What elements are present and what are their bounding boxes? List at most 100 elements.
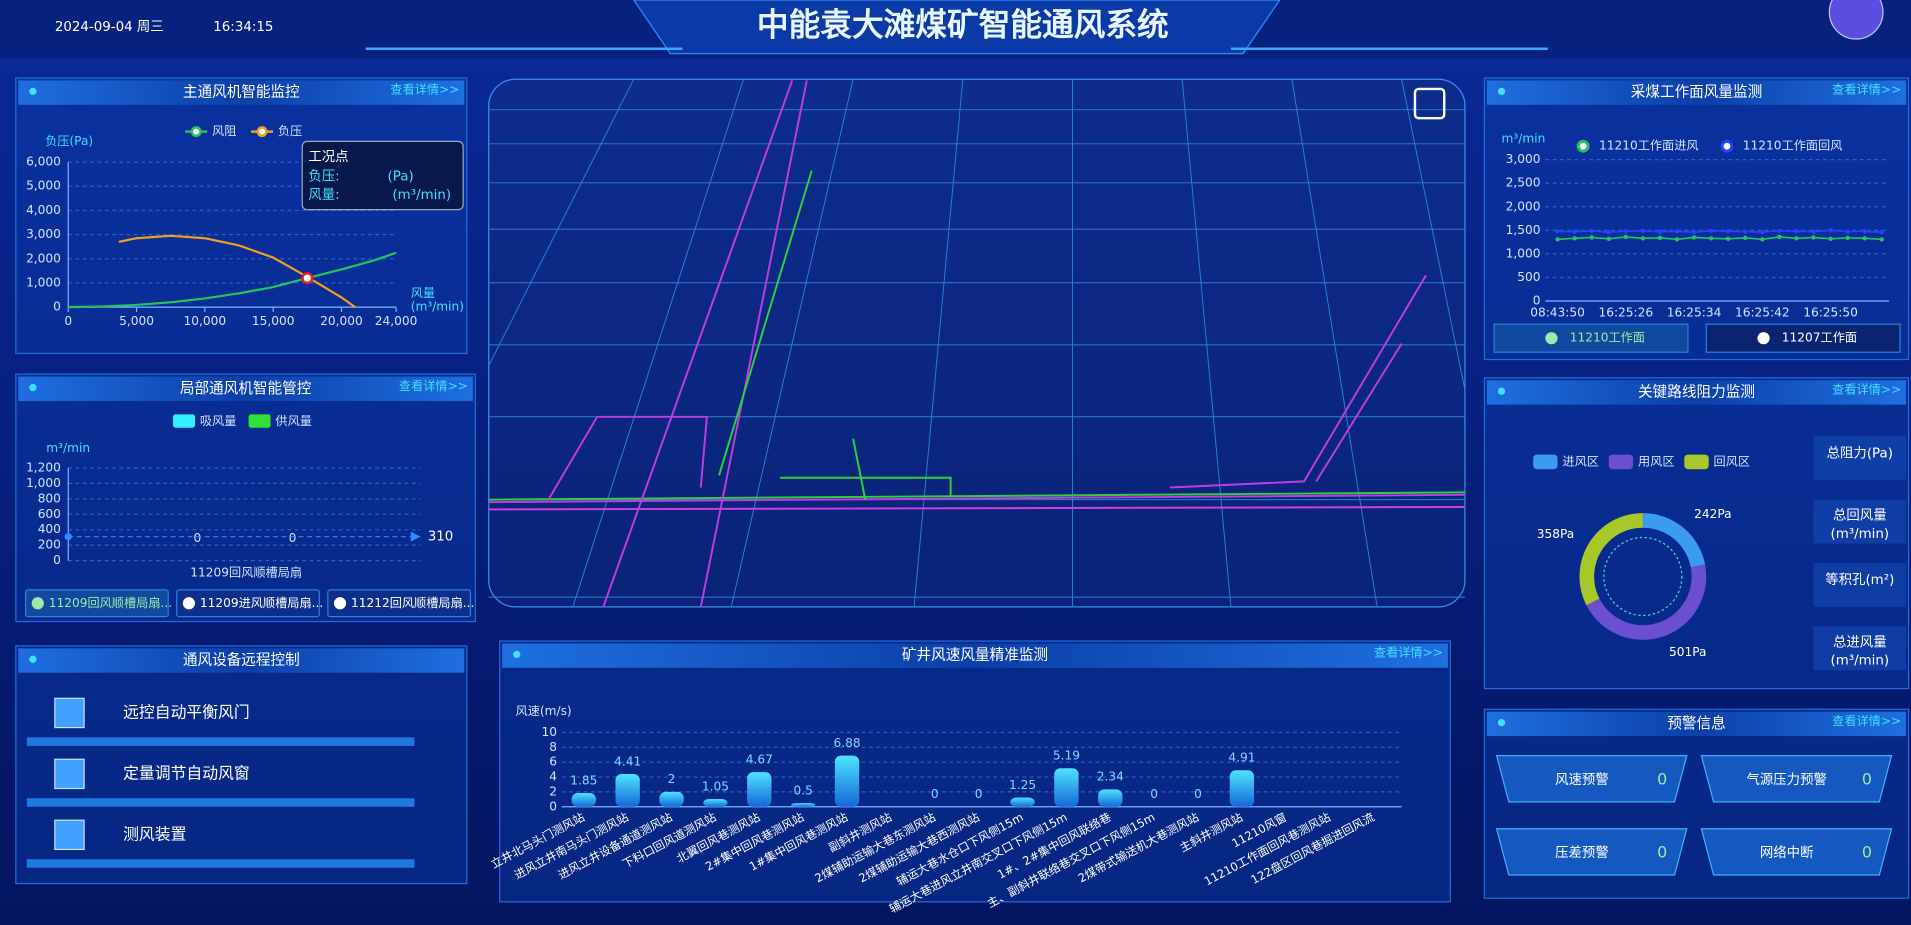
donut-slice — [1586, 564, 1707, 640]
warning-card[interactable] — [1700, 754, 1893, 803]
legend-marker — [256, 126, 268, 138]
tab[interactable] — [24, 589, 169, 618]
bar — [834, 755, 860, 807]
title-plate — [633, 0, 1281, 55]
more-link[interactable]: 查看详情>> — [390, 82, 459, 97]
assistant-avatar[interactable] — [1828, 0, 1884, 40]
slice-label: 358Pa — [1537, 527, 1574, 541]
point — [1657, 235, 1663, 241]
mark-line-label: 310 — [428, 530, 454, 545]
panel-dot — [29, 383, 37, 392]
tooltip-label: 风量: — [308, 187, 339, 203]
mine-3d-view[interactable] — [488, 78, 1466, 608]
x-tick-label: 24,000 — [375, 314, 418, 328]
fullscreen-button[interactable] — [1413, 87, 1446, 120]
point — [1794, 236, 1799, 241]
warning-card[interactable] — [1495, 754, 1688, 803]
time: 16:34:15 — [213, 20, 273, 35]
x-tick-label: 5,000 — [119, 314, 154, 328]
legend-swatch — [173, 414, 195, 428]
device-label[interactable]: 定量调节自动风窗 — [123, 763, 250, 782]
panel — [1483, 77, 1910, 361]
legend-marker — [1720, 139, 1734, 153]
warning-label: 压差预警 — [1555, 845, 1609, 861]
point — [1811, 229, 1816, 234]
y-tick-label: 400 — [38, 522, 61, 536]
bar-value-label: 1.85 — [570, 773, 597, 787]
device-label[interactable]: 测风装置 — [123, 824, 186, 843]
y-tick-label: 800 — [38, 491, 61, 505]
y-tick-label: 0 — [53, 553, 61, 567]
point — [1811, 235, 1816, 240]
stat-unit: (m³/min) — [1830, 527, 1889, 542]
legend-swatch — [1608, 454, 1634, 470]
y-tick-label: 1,000 — [1506, 246, 1541, 260]
bar — [615, 774, 640, 807]
y-tick-label: 3,000 — [26, 227, 61, 241]
y-tick-label: 1,500 — [1506, 223, 1541, 237]
y-tick-label: 3,000 — [1506, 152, 1541, 166]
y-tick-label: 0 — [53, 300, 61, 314]
x-tick-label: 16:25:34 — [1667, 306, 1722, 320]
point — [1760, 237, 1765, 242]
panel-dot — [29, 87, 37, 96]
x-tick-label: 10,000 — [184, 314, 227, 328]
legend-label: 吸风量 — [200, 414, 237, 428]
tooltip-label: 负压: — [308, 169, 339, 185]
bar-value-label: 0 — [1194, 787, 1202, 801]
tab-label[interactable]: 11207工作面 — [1782, 331, 1857, 345]
tab-icon — [333, 597, 347, 610]
legend-swatch — [1684, 454, 1709, 470]
device-label[interactable]: 远控自动平衡风门 — [123, 702, 250, 721]
bar-value-label: 0 — [931, 787, 939, 801]
tab[interactable] — [1705, 323, 1901, 353]
warning-label: 网络中断 — [1760, 845, 1814, 861]
more-link[interactable]: 查看详情>> — [1832, 381, 1901, 396]
tab-label[interactable]: 11209进风顺槽局扇... — [200, 595, 323, 610]
x-tick-label: 0 — [64, 314, 72, 328]
x-tick-label: 16:25:42 — [1735, 306, 1790, 320]
bar-value-label: 4.41 — [614, 754, 641, 768]
y-tick-label: 8 — [549, 740, 557, 754]
panel-dot — [1497, 387, 1506, 395]
mark-line-start — [64, 533, 72, 541]
tab[interactable] — [176, 589, 320, 618]
panel-title: 矿井风速风量精准监测 — [902, 647, 1048, 664]
y-tick-label: 6 — [549, 755, 557, 769]
y-axis-unit: m³/min — [46, 441, 90, 455]
warning-card[interactable] — [1495, 828, 1688, 876]
point — [1845, 235, 1850, 241]
tab-icon — [182, 597, 195, 610]
bar — [747, 772, 772, 807]
x-tick-label: 15,000 — [252, 314, 295, 328]
stat-name: 总进风量 — [1833, 634, 1887, 650]
panel-header — [1486, 380, 1907, 405]
more-link[interactable]: 查看详情>> — [1374, 645, 1443, 660]
bar — [703, 798, 728, 807]
tab-icon — [1545, 332, 1558, 345]
tooltip-title: 工况点 — [308, 149, 348, 165]
tab-label[interactable]: 11209回风顺槽局扇... — [49, 595, 172, 610]
tab-label[interactable]: 11212回风顺槽局扇... — [351, 595, 474, 610]
panel-dot — [1497, 719, 1506, 727]
donut-slice — [1642, 513, 1706, 568]
point — [1708, 228, 1714, 234]
more-link[interactable]: 查看详情>> — [399, 378, 468, 393]
bar — [1010, 797, 1035, 807]
point — [1725, 229, 1731, 234]
more-link[interactable]: 查看详情>> — [1832, 82, 1901, 97]
panel-header — [18, 376, 473, 401]
bar-value-label: 2 — [668, 772, 676, 786]
legend-label: 供风量 — [275, 414, 312, 428]
warning-card[interactable] — [1700, 828, 1893, 876]
tab-label[interactable]: 11210工作面 — [1570, 331, 1645, 345]
more-link[interactable]: 查看详情>> — [1832, 713, 1901, 728]
tab[interactable] — [327, 589, 472, 618]
tab-icon — [31, 597, 44, 610]
legend-label: 负压 — [278, 124, 302, 138]
point — [1777, 234, 1782, 240]
point — [1777, 228, 1782, 234]
device-icon — [54, 697, 85, 729]
y-axis-unit: m³/min — [1502, 131, 1546, 145]
tab[interactable] — [1493, 323, 1689, 353]
